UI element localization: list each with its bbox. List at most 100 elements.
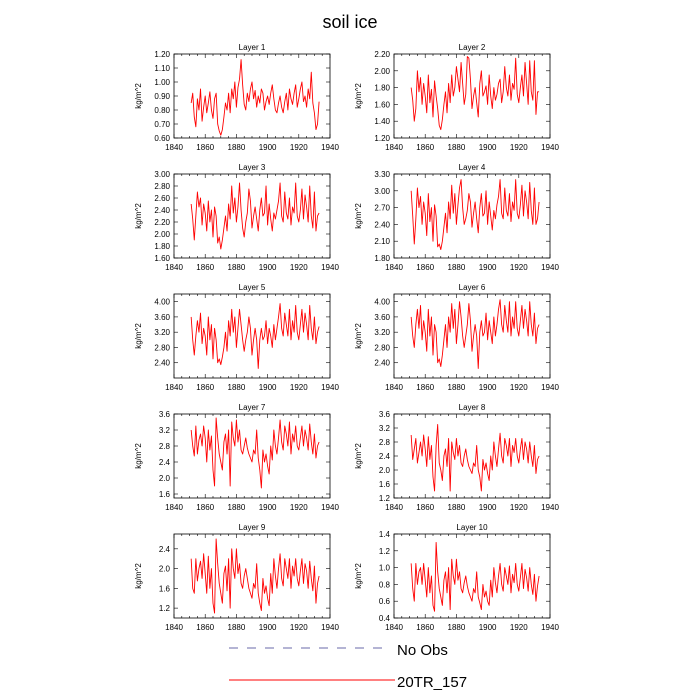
- panel-7-ytick-label: 2.8: [159, 442, 171, 451]
- panel-9-xtick-label: 1840: [165, 623, 183, 632]
- panel-10-ylabel: kg/m^2: [354, 563, 363, 589]
- panel-7-ytick-label: 2.4: [159, 458, 171, 467]
- panel-1-ytick-label: 1.10: [154, 64, 170, 73]
- panel-8-ylabel: kg/m^2: [354, 443, 363, 469]
- panel-6-xtick-label: 1840: [385, 383, 403, 392]
- layer-5-panel: Layer 5 kg/m^2 1840 1860 1880 1900 1920 1940 2.4…: [134, 283, 339, 392]
- panel-4-series-line: [410, 179, 540, 251]
- panel-10-ytick-label: 1.2: [379, 547, 391, 556]
- panel-8-title: Layer 8: [459, 403, 486, 412]
- panel-4-title: Layer 4: [459, 163, 486, 172]
- panel-7-ytick-label: 2.0: [159, 474, 171, 483]
- panel-4-ylabel: kg/m^2: [354, 203, 363, 229]
- layer-8-panel: Layer 8 kg/m^2 1840 1860 1880 1900 1920 1940 1.2…: [354, 403, 559, 512]
- layer-6-panel: Layer 6 kg/m^2 1840 1860 1880 1900 1920 1940 2.4…: [354, 283, 559, 392]
- panel-8-xtick-label: 1880: [448, 503, 466, 512]
- panel-5-xtick-label: 1940: [321, 383, 339, 392]
- panel-7-xtick-label: 1940: [321, 503, 339, 512]
- panel-10-xtick-label: 1920: [510, 623, 528, 632]
- panel-4-ytick-label: 3.00: [374, 187, 390, 196]
- panel-8-ytick-label: 2.4: [379, 452, 391, 461]
- panel-4-xtick-label: 1860: [416, 263, 434, 272]
- panel-4-xtick-label: 1880: [448, 263, 466, 272]
- panel-5-xtick-label: 1860: [196, 383, 214, 392]
- panel-8-series-line: [410, 424, 540, 492]
- panel-6-title: Layer 6: [459, 283, 486, 292]
- panel-1-xtick-label: 1840: [165, 143, 183, 152]
- panel-8-xtick-label: 1940: [541, 503, 559, 512]
- panel-5-xtick-label: 1900: [259, 383, 277, 392]
- layer-10-panel: Layer 10 kg/m^2 1840 1860 1880 1900 1920 1940 0.…: [354, 523, 559, 632]
- panel-10-ytick-label: 1.0: [379, 564, 391, 573]
- panel-5-ytick-label: 2.80: [154, 343, 170, 352]
- panel-4-ytick-label: 3.30: [374, 170, 390, 179]
- panel-7-ytick-label: 1.6: [159, 490, 171, 499]
- panel-9-ytick-label: 2.0: [159, 565, 171, 574]
- panel-6-ytick-label: 2.80: [374, 343, 390, 352]
- panel-9-title: Layer 9: [239, 523, 266, 532]
- panel-7-series-line: [190, 417, 320, 489]
- panel-1-ytick-label: 0.80: [154, 106, 170, 115]
- panel-3-ytick-label: 2.60: [154, 194, 170, 203]
- panel-2-title: Layer 2: [459, 43, 486, 52]
- panel-6-ylabel: kg/m^2: [354, 323, 363, 349]
- panel-2-xtick-label: 1880: [448, 143, 466, 152]
- panel-3-ytick-label: 2.20: [154, 218, 170, 227]
- panel-4-xtick-label: 1920: [510, 263, 528, 272]
- layer-3-panel: Layer 3 kg/m^2 1840 1860 1880 1900 1920 1940 1.6…: [134, 163, 339, 272]
- panel-10-title: Layer 10: [456, 523, 488, 532]
- layer-2-panel: Layer 2 kg/m^2 1840 1860 1880 1900 1920 1940 1.2…: [354, 43, 559, 152]
- panel-10-ytick-label: 0.4: [379, 614, 391, 623]
- panel-7-xtick-label: 1840: [165, 503, 183, 512]
- panel-2-ytick-label: 1.20: [374, 134, 390, 143]
- panel-7-title: Layer 7: [239, 403, 266, 412]
- panel-5-ylabel: kg/m^2: [134, 323, 143, 349]
- panel-9-xtick-label: 1940: [321, 623, 339, 632]
- panel-7-frame: [173, 413, 331, 499]
- panel-1-xtick-label: 1860: [196, 143, 214, 152]
- panel-3-xtick-label: 1940: [321, 263, 339, 272]
- panel-8-xtick-label: 1860: [416, 503, 434, 512]
- panel-8-xtick-label: 1900: [479, 503, 497, 512]
- panel-4-ytick-label: 2.40: [374, 220, 390, 229]
- panel-9-xtick-label: 1920: [290, 623, 308, 632]
- panel-2-ytick-label: 2.00: [374, 67, 390, 76]
- panel-2-ytick-label: 1.80: [374, 84, 390, 93]
- panel-1-ytick-label: 0.70: [154, 120, 170, 129]
- panel-3-ytick-label: 1.60: [154, 254, 170, 263]
- panel-9-ytick-label: 1.2: [159, 604, 171, 613]
- panel-8-xtick-label: 1920: [510, 503, 528, 512]
- panel-7-xtick-label: 1880: [228, 503, 246, 512]
- panel-1-ytick-label: 0.60: [154, 134, 170, 143]
- panel-4-ytick-label: 2.70: [374, 204, 390, 213]
- figure-title: soil ice: [322, 12, 377, 32]
- panel-6-frame: [393, 293, 551, 379]
- panel-1-xtick-label: 1940: [321, 143, 339, 152]
- legend-20tr157-label: 20TR_157: [397, 674, 467, 691]
- panel-6-ytick-label: 2.40: [374, 359, 390, 368]
- panel-6-ytick-label: 3.20: [374, 328, 390, 337]
- panel-10-ytick-label: 1.4: [379, 530, 391, 539]
- panel-5-ytick-label: 4.00: [154, 298, 170, 307]
- panel-6-series-line: [410, 299, 540, 369]
- panel-3-ylabel: kg/m^2: [134, 203, 143, 229]
- panel-10-xtick-label: 1900: [479, 623, 497, 632]
- panel-2-xtick-label: 1900: [479, 143, 497, 152]
- panel-1-series-line: [190, 59, 320, 136]
- panel-10-xtick-label: 1860: [416, 623, 434, 632]
- panel-7-xtick-label: 1920: [290, 503, 308, 512]
- panel-3-xtick-label: 1900: [259, 263, 277, 272]
- panel-3-xtick-label: 1920: [290, 263, 308, 272]
- panel-6-ytick-label: 4.00: [374, 298, 390, 307]
- panel-6-xtick-label: 1860: [416, 383, 434, 392]
- panel-5-xtick-label: 1920: [290, 383, 308, 392]
- panel-3-series-line: [190, 182, 320, 250]
- panel-10-ytick-label: 0.6: [379, 597, 391, 606]
- panel-3-frame: [173, 173, 331, 259]
- panel-8-ytick-label: 1.2: [379, 494, 391, 503]
- panel-grid: Layer 1 kg/m^2 1840 1860 1880 1900 1920 1940 0.6…: [134, 43, 559, 632]
- panel-5-xtick-label: 1880: [228, 383, 246, 392]
- panel-1-ytick-label: 1.20: [154, 50, 170, 59]
- panel-10-xtick-label: 1880: [448, 623, 466, 632]
